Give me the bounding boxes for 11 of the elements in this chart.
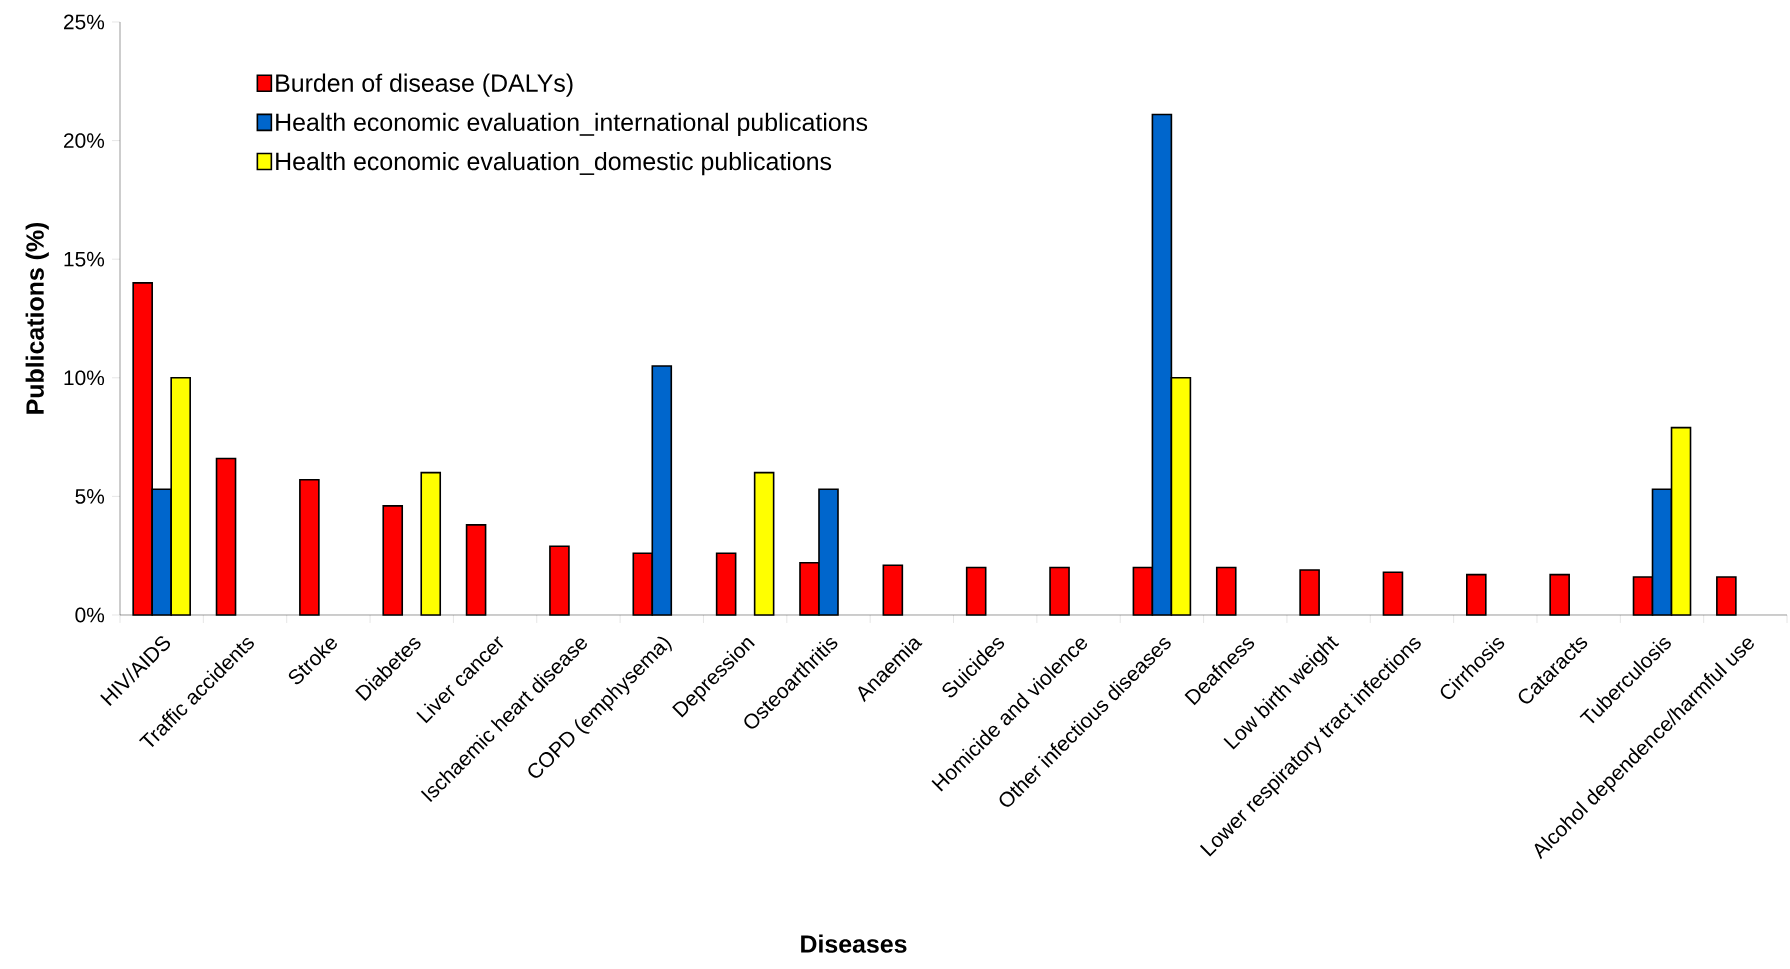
x-axis-title: Diseases: [801, 934, 907, 953]
y-tick-label: 25%: [64, 14, 105, 30]
y-axis-title: Publications (%): [25, 222, 49, 414]
y-tick-label: 10%: [64, 370, 105, 386]
legend-label: Health economic evaluation_international publications: [276, 112, 868, 136]
y-tick-label: 5%: [75, 489, 105, 504]
y-tick-label: 15%: [64, 251, 105, 267]
legend-label: Health economic evaluation_domestic publications: [276, 151, 832, 176]
legend-label: Burden of disease (DALYs): [276, 73, 573, 97]
y-tick-label: 0%: [75, 607, 105, 623]
y-tick-label: 20%: [64, 133, 105, 148]
